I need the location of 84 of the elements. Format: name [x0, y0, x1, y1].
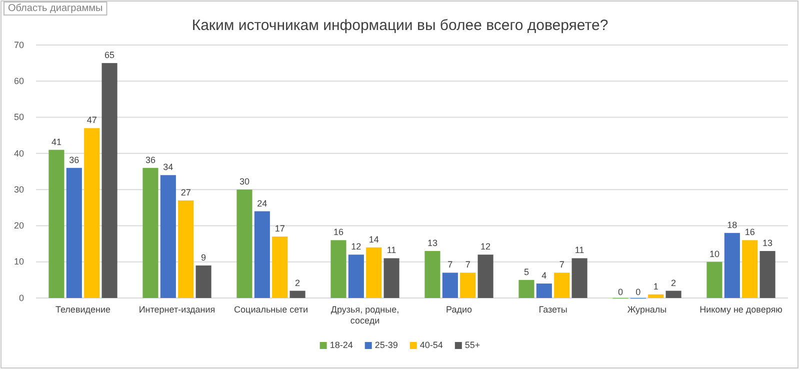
bar [196, 265, 212, 298]
legend-label: 40-54 [420, 340, 443, 350]
bar [236, 190, 252, 298]
y-tick-label: 10 [14, 256, 24, 267]
data-label: 65 [104, 50, 115, 60]
data-label: 11 [386, 245, 396, 256]
data-label: 11 [574, 245, 584, 256]
bar [460, 272, 476, 298]
y-tick-label: 20 [14, 220, 24, 231]
bar [648, 294, 664, 298]
data-label: 4 [542, 270, 547, 281]
data-label: 0 [636, 287, 641, 297]
bar [160, 175, 176, 298]
data-label: 1 [653, 281, 658, 292]
bar [272, 236, 288, 298]
data-label: 2 [295, 278, 300, 288]
bar [384, 258, 400, 298]
bar [536, 284, 552, 298]
bar [554, 272, 570, 298]
bar [84, 128, 100, 298]
bar [742, 240, 758, 298]
data-label: 12 [480, 242, 491, 252]
data-label: 13 [427, 238, 438, 248]
bar [348, 254, 364, 298]
data-label: 30 [239, 176, 250, 187]
data-label: 7 [465, 260, 470, 270]
bar [760, 251, 776, 298]
x-tick-label: Газеты [538, 304, 568, 314]
data-label: 14 [368, 234, 379, 244]
y-tick-label: 70 [14, 40, 24, 50]
bar [706, 262, 722, 298]
y-tick-label: 0 [18, 292, 24, 303]
y-tick-label: 40 [14, 148, 24, 158]
data-label: 7 [448, 260, 453, 270]
text: Область диаграммы [8, 3, 103, 14]
x-tick-label: Друзья, родные, соседи [330, 304, 400, 326]
data-label: 34 [163, 162, 174, 172]
data-label: 17 [274, 224, 285, 234]
bar [66, 168, 82, 298]
bar [48, 150, 64, 298]
data-label: 12 [351, 242, 362, 252]
x-tick-label: Социальные сети [234, 304, 308, 314]
legend-label: 55+ [464, 340, 480, 350]
bar [178, 200, 194, 298]
data-label: 16 [744, 227, 755, 238]
y-tick-label: 60 [14, 76, 24, 86]
bar [330, 240, 346, 298]
x-tick-label: Телевидение [55, 304, 111, 314]
data-label: 36 [69, 154, 80, 165]
bar [142, 168, 158, 298]
data-label: 36 [145, 154, 156, 165]
bar [442, 272, 458, 298]
data-label: 16 [333, 227, 344, 238]
data-label: 41 [51, 136, 62, 147]
data-label: 9 [201, 252, 206, 262]
bar [424, 251, 440, 298]
legend-label: 18-24 [330, 340, 353, 350]
bar [572, 258, 588, 298]
x-tick-label: Журналы [627, 304, 667, 314]
bar [724, 232, 740, 298]
data-label: 27 [180, 187, 191, 198]
data-label: 18 [727, 220, 738, 230]
data-label: 0 [618, 287, 623, 297]
y-tick-label: 50 [14, 112, 24, 122]
data-label: 2 [671, 278, 676, 288]
bar [518, 280, 534, 298]
data-label: 13 [762, 238, 773, 248]
bar [290, 290, 306, 298]
x-tick-label: Радио [446, 304, 472, 314]
data-label: 10 [709, 248, 720, 259]
bar [366, 247, 382, 298]
data-label: 5 [524, 266, 529, 277]
chart-title: Каким источникам информации вы более всего доверяете? [192, 17, 608, 34]
x-tick-label: Никому не доверяю [700, 304, 783, 314]
bar [254, 211, 270, 298]
x-tick-label: Интернет-издания [138, 304, 216, 314]
data-label: 47 [86, 115, 97, 126]
bar [478, 254, 494, 298]
legend-label: 25-39 [374, 340, 398, 350]
data-label: 24 [257, 198, 268, 208]
y-tick-label: 30 [14, 184, 24, 194]
data-label: 7 [559, 260, 564, 270]
bar [102, 63, 118, 298]
bar [666, 290, 682, 298]
